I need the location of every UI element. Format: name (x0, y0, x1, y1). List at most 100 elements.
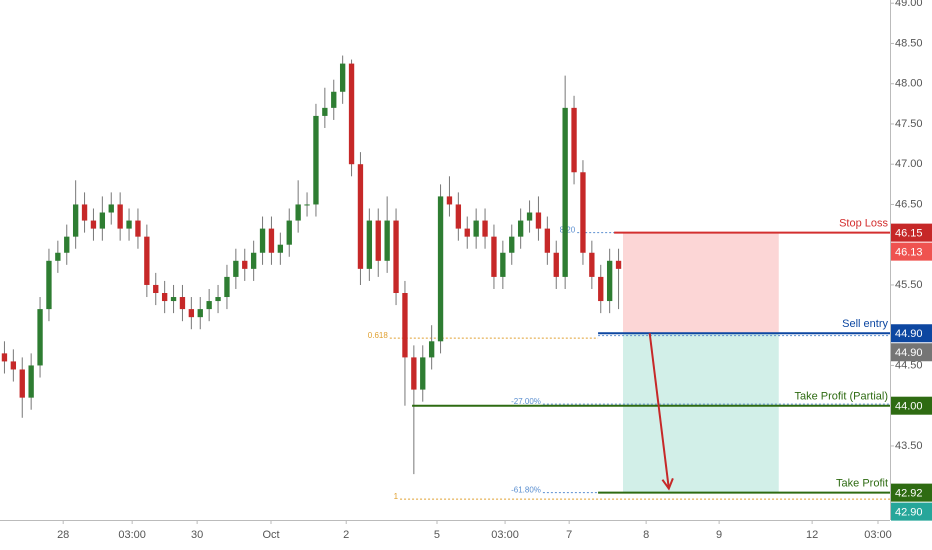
candle-body (259, 228, 266, 253)
arrow (648, 333, 670, 489)
candle-body (544, 228, 551, 253)
candle-body (580, 172, 586, 253)
level-label: Stop Loss (839, 218, 888, 230)
level-label: Take Profit (836, 478, 888, 490)
price-tag (891, 343, 932, 362)
price-tag (891, 242, 932, 261)
candle-body (509, 236, 515, 253)
x-tick-label: 9 (716, 529, 722, 541)
candle-body (589, 252, 595, 277)
candle-body (268, 228, 275, 253)
candle-body (170, 297, 177, 302)
candle-body (215, 297, 221, 302)
candle-body (277, 244, 284, 253)
y-tick-label: 46.50 (895, 198, 923, 210)
candle-body (482, 220, 488, 237)
fib-label: 1 (394, 492, 399, 501)
x-tick-label: 03:00 (864, 529, 892, 541)
price-tag-label: 46.13 (895, 247, 923, 259)
candle-body (428, 341, 435, 358)
candle-body (108, 204, 114, 213)
fib-label: -61.80% (511, 486, 541, 495)
candle-body (357, 164, 364, 269)
candle-body (135, 220, 141, 237)
candle-body (304, 204, 310, 206)
candle-body (286, 220, 292, 245)
candle-body (117, 204, 123, 229)
candle-body (99, 212, 106, 229)
candle-body (242, 260, 248, 269)
candle-body (598, 276, 604, 302)
price-tag (891, 324, 932, 343)
x-tick-label: 30 (191, 529, 203, 541)
fib-label: 0.618 (368, 331, 389, 340)
candle-body (1, 353, 8, 362)
y-tick-label: 48.50 (895, 37, 923, 49)
candle-body (366, 220, 373, 269)
candle-body (179, 297, 186, 310)
x-tick-label: 8 (643, 529, 649, 541)
price-tag (891, 502, 932, 521)
candle-body (606, 260, 613, 302)
price-tag-label: 44.90 (895, 328, 923, 340)
candle-body (197, 309, 203, 318)
candle-body (500, 252, 506, 277)
candle-body (144, 236, 150, 285)
price-tag (891, 223, 932, 242)
candle-body (402, 293, 408, 358)
x-tick-label: 28 (57, 529, 69, 541)
candle-body (10, 361, 17, 370)
candle-body (437, 196, 444, 342)
y-tick-label: 48.00 (895, 78, 923, 90)
candle-body (313, 115, 319, 205)
candle-body (28, 365, 34, 398)
y-tick-label: 47.00 (895, 158, 923, 170)
candle-body (322, 107, 328, 116)
candle-body (72, 204, 79, 237)
candle-body (411, 357, 417, 390)
candle-body (295, 204, 301, 221)
candle-body (250, 252, 257, 269)
x-tick-label: 5 (434, 529, 440, 541)
candle-body (517, 220, 524, 237)
price-tag-label: 44.90 (895, 347, 923, 359)
candle-body (161, 293, 168, 302)
candle-body (37, 309, 43, 366)
candle-body (571, 107, 577, 173)
candle-body (55, 252, 61, 261)
x-tick-label: 12 (806, 529, 818, 541)
candle-body (331, 91, 337, 108)
candle-body (473, 220, 479, 237)
x-tick-label: 03:00 (491, 529, 519, 541)
y-tick-label: 47.50 (895, 118, 923, 130)
candle-body (393, 220, 399, 294)
x-tick-label: 7 (566, 529, 572, 541)
zone (623, 232, 779, 334)
candle-body (491, 236, 497, 277)
candle-body (153, 284, 159, 294)
candle-body (464, 228, 470, 237)
candle-body (615, 260, 622, 269)
candle-body (553, 252, 559, 277)
level-label: Take Profit (Partial) (794, 391, 888, 403)
candle-body (46, 260, 52, 310)
candle-body (206, 301, 212, 310)
price-tag (891, 396, 932, 415)
candle-body (339, 63, 346, 92)
price-tag-label: 42.92 (895, 488, 923, 500)
level-label: Sell entry (842, 318, 888, 330)
candle-body (188, 309, 195, 318)
candle-body (446, 196, 453, 205)
arrow-head (661, 478, 674, 491)
candle-body (233, 260, 239, 277)
y-tick-label: 44.50 (895, 359, 923, 371)
x-tick-label: 2 (343, 529, 349, 541)
candle-body (455, 204, 462, 229)
zone (623, 333, 779, 493)
candle-body (81, 204, 88, 221)
candle-body (535, 212, 542, 229)
price-tag-label: 46.15 (895, 228, 923, 240)
candle-body (64, 236, 70, 253)
x-tick-label: Oct (262, 529, 279, 541)
